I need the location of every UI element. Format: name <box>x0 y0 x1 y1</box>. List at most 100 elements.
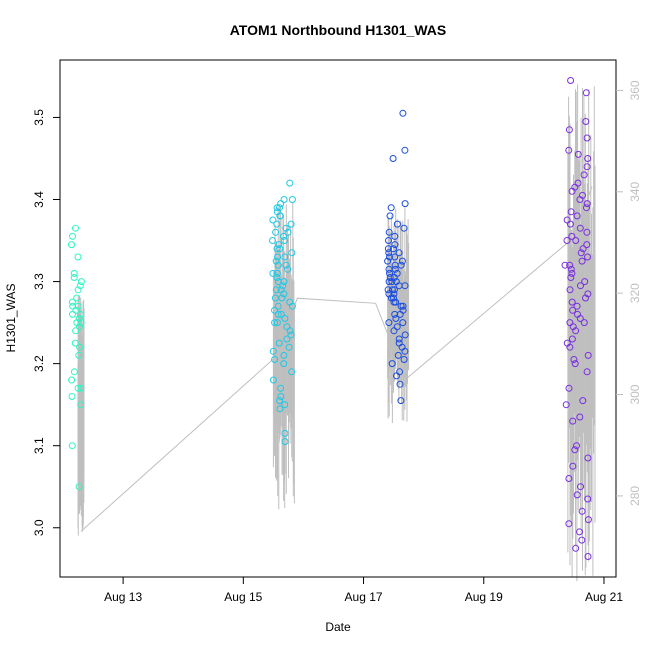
data-point <box>576 224 584 232</box>
data-point <box>76 343 84 351</box>
data-point <box>282 261 290 269</box>
y-tick-label: 3.0 <box>32 519 46 536</box>
data-point <box>567 265 575 273</box>
data-point <box>385 265 393 273</box>
data-point <box>581 278 589 286</box>
data-point <box>399 319 407 327</box>
data-point <box>391 310 399 318</box>
x-tick-label: Aug 21 <box>585 590 623 604</box>
data-point <box>68 393 76 400</box>
data-point <box>385 290 393 298</box>
data-point <box>573 491 581 499</box>
secondary-series-line <box>80 186 593 532</box>
data-point <box>562 401 570 409</box>
data-point <box>271 319 279 327</box>
y2-tick-label: 300 <box>628 384 642 404</box>
data-point <box>583 134 591 142</box>
x-axis-label: Date <box>325 620 351 634</box>
data-point <box>68 241 75 249</box>
y2-tick-label: 320 <box>628 283 642 303</box>
data-point <box>580 319 588 327</box>
scatter-points-layer <box>68 77 592 560</box>
data-point <box>277 200 285 208</box>
data-point <box>275 339 283 347</box>
data-point <box>574 310 581 318</box>
data-point <box>584 351 592 359</box>
data-point <box>283 323 291 331</box>
data-point <box>272 228 280 236</box>
data-point <box>280 278 288 286</box>
data-point <box>68 298 76 306</box>
data-point <box>568 335 576 343</box>
data-point <box>396 368 404 376</box>
data-point <box>397 302 405 310</box>
data-point <box>70 274 78 281</box>
data-point <box>395 339 403 347</box>
data-point <box>70 368 78 376</box>
x-tick-label: Aug 15 <box>224 590 262 604</box>
data-point <box>584 155 592 162</box>
data-point <box>394 351 402 359</box>
data-point <box>269 347 277 355</box>
data-point <box>561 261 569 269</box>
data-point <box>271 294 279 302</box>
data-point <box>281 237 288 244</box>
data-point <box>71 339 79 347</box>
data-point <box>582 89 590 97</box>
data-point <box>384 257 392 265</box>
data-point <box>583 163 591 171</box>
data-point <box>288 249 296 257</box>
data-point <box>386 212 394 220</box>
data-point <box>399 306 407 314</box>
data-point <box>571 446 579 454</box>
y-tick-label: 3.2 <box>32 355 46 372</box>
data-point <box>74 253 82 261</box>
data-point <box>68 376 76 384</box>
data-point <box>584 516 592 524</box>
data-point <box>288 196 296 203</box>
data-point <box>385 249 393 257</box>
data-point <box>401 200 409 208</box>
data-point <box>271 306 278 314</box>
y-tick-label: 3.1 <box>32 437 46 454</box>
data-point <box>393 269 401 277</box>
data-point <box>569 306 577 314</box>
data-point <box>287 331 295 339</box>
data-point <box>393 323 401 331</box>
data-point <box>398 257 406 265</box>
data-point <box>390 294 397 302</box>
data-point <box>76 310 84 318</box>
data-point <box>583 241 591 249</box>
data-point <box>395 249 403 257</box>
data-point <box>579 397 587 405</box>
data-point <box>286 298 294 306</box>
data-point <box>73 319 81 327</box>
data-point <box>77 401 85 409</box>
data-point <box>571 360 579 368</box>
data-point <box>276 204 283 212</box>
data-point <box>573 302 581 310</box>
data-point <box>580 171 588 179</box>
data-point <box>69 232 76 240</box>
y2-tick-label: 360 <box>628 80 642 100</box>
data-point <box>286 179 294 187</box>
data-point <box>277 384 285 392</box>
data-point <box>69 310 76 318</box>
data-point <box>584 553 592 560</box>
y-tick-label: 3.4 <box>32 191 46 208</box>
data-point <box>566 261 574 269</box>
data-point <box>276 397 284 405</box>
data-point <box>565 146 573 154</box>
x-tick-label: Aug 19 <box>465 590 503 604</box>
data-point <box>273 245 281 253</box>
data-point <box>387 204 395 212</box>
data-point <box>283 335 291 343</box>
data-point <box>388 360 396 368</box>
data-point <box>272 286 280 294</box>
data-point <box>75 315 83 322</box>
data-point <box>388 278 396 286</box>
data-point <box>569 462 577 470</box>
data-point <box>565 126 573 134</box>
data-point <box>388 286 396 294</box>
data-point <box>390 245 397 253</box>
